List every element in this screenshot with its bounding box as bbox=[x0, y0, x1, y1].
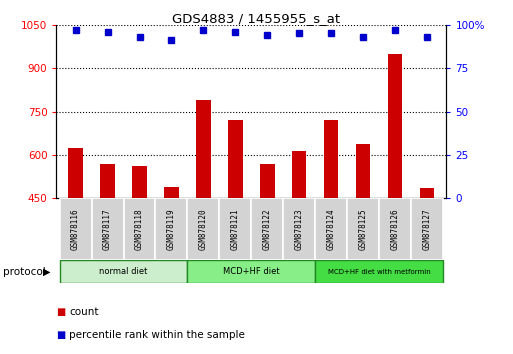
Bar bbox=[292, 152, 306, 198]
Bar bbox=[68, 148, 83, 198]
Text: GSM878125: GSM878125 bbox=[359, 209, 368, 250]
Text: GSM878116: GSM878116 bbox=[71, 209, 80, 250]
Bar bbox=[315, 198, 347, 260]
Text: GSM878127: GSM878127 bbox=[423, 209, 431, 250]
Text: count: count bbox=[69, 307, 99, 316]
Text: normal diet: normal diet bbox=[100, 267, 148, 276]
Bar bbox=[124, 198, 155, 260]
Text: GSM878119: GSM878119 bbox=[167, 209, 176, 250]
Bar bbox=[283, 198, 315, 260]
Bar bbox=[420, 188, 435, 198]
Text: protocol: protocol bbox=[3, 267, 45, 277]
Bar bbox=[228, 120, 243, 198]
Bar bbox=[60, 260, 187, 283]
Text: GSM878120: GSM878120 bbox=[199, 209, 208, 250]
Bar bbox=[260, 164, 274, 198]
Text: GSM878124: GSM878124 bbox=[327, 209, 336, 250]
Text: GSM878118: GSM878118 bbox=[135, 209, 144, 250]
Bar bbox=[388, 54, 402, 198]
Text: GSM878126: GSM878126 bbox=[391, 209, 400, 250]
Text: GSM878121: GSM878121 bbox=[231, 209, 240, 250]
Bar bbox=[315, 260, 443, 283]
Bar bbox=[132, 166, 147, 198]
Bar bbox=[92, 198, 124, 260]
Bar bbox=[411, 198, 443, 260]
Text: GSM878122: GSM878122 bbox=[263, 209, 272, 250]
Text: GSM878123: GSM878123 bbox=[295, 209, 304, 250]
Text: percentile rank within the sample: percentile rank within the sample bbox=[69, 330, 245, 339]
Text: GSM878117: GSM878117 bbox=[103, 209, 112, 250]
Bar bbox=[187, 198, 220, 260]
Bar bbox=[220, 198, 251, 260]
Text: MCD+HF diet: MCD+HF diet bbox=[223, 267, 280, 276]
Text: ■: ■ bbox=[56, 330, 66, 339]
Bar bbox=[187, 260, 315, 283]
Bar bbox=[101, 164, 115, 198]
Text: ■: ■ bbox=[56, 307, 66, 316]
Bar bbox=[379, 198, 411, 260]
Text: MCD+HF diet with metformin: MCD+HF diet with metformin bbox=[328, 269, 430, 275]
Text: GDS4883 / 1455955_s_at: GDS4883 / 1455955_s_at bbox=[172, 12, 341, 25]
Bar bbox=[196, 100, 211, 198]
Bar bbox=[324, 120, 339, 198]
Bar bbox=[347, 198, 379, 260]
Bar bbox=[164, 187, 179, 198]
Bar bbox=[356, 144, 370, 198]
Bar bbox=[155, 198, 187, 260]
Text: ▶: ▶ bbox=[43, 267, 50, 277]
Bar bbox=[60, 198, 92, 260]
Bar bbox=[251, 198, 283, 260]
